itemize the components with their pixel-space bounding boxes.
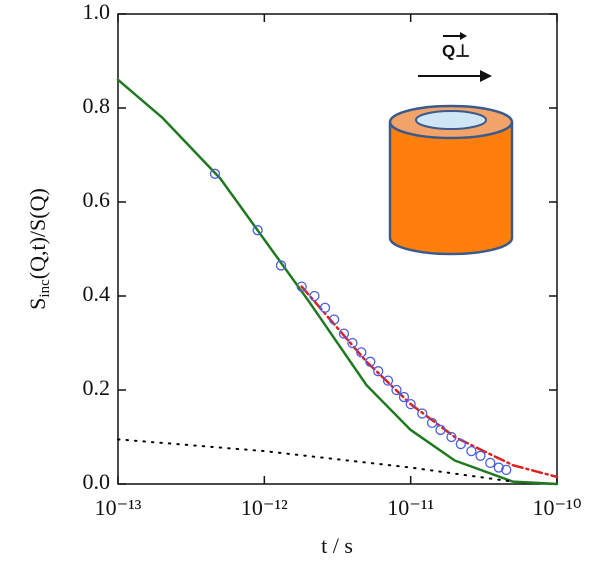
data-point [275, 260, 287, 271]
data-point [417, 408, 428, 419]
q-label: Q⊥ [442, 41, 470, 60]
data-point [338, 328, 350, 339]
data-point [319, 302, 331, 313]
data-point [356, 347, 367, 358]
data-point [485, 457, 496, 469]
series-line [117, 438, 514, 483]
data-point [296, 281, 307, 292]
data-point [398, 391, 410, 403]
data-point [309, 290, 320, 302]
data-point [329, 314, 340, 325]
data-point [446, 431, 457, 443]
y-label-rest: (Q,t)/S(Q) [25, 188, 50, 279]
data-point [365, 356, 376, 367]
y-tick-label: 0.4 [83, 281, 111, 306]
data-point [252, 225, 263, 236]
data-point [501, 464, 512, 476]
y-tick-label: 1.0 [83, 0, 111, 24]
data-point [405, 398, 416, 410]
x-axis-label: t / s [321, 533, 353, 558]
x-tick-label: 10⁻¹² [241, 495, 288, 520]
y-tick-label: 0.8 [83, 93, 111, 118]
plot-frame [117, 13, 558, 485]
series-line [116, 78, 559, 486]
q-arrow-head [480, 70, 492, 82]
data-point [373, 366, 384, 377]
data-point [493, 462, 504, 473]
data-point [391, 384, 402, 396]
data-point [455, 438, 466, 450]
y-label-main: S [25, 298, 50, 310]
data-point [435, 424, 446, 436]
series-line [300, 285, 559, 479]
y-axis-label: Sinc(Q,t)/S(Q) [25, 188, 53, 310]
y-tick-label: 0.6 [83, 187, 111, 212]
y-tick-label: 0.2 [83, 375, 111, 400]
x-tick-label: 10⁻¹³ [95, 495, 142, 520]
data-point [426, 417, 438, 429]
y-tick-label: 0.0 [83, 469, 111, 494]
data-point [382, 375, 394, 386]
data-point [466, 445, 477, 457]
x-tick-label: 10⁻¹¹ [387, 495, 434, 520]
vector-arrow-head [460, 32, 467, 40]
data-point [347, 337, 358, 349]
y-label-sub: inc [37, 279, 53, 298]
cylinder-inset [388, 104, 514, 256]
data-point [475, 450, 486, 461]
x-tick-label: 10⁻¹⁰ [532, 495, 581, 520]
data-point [209, 168, 221, 179]
